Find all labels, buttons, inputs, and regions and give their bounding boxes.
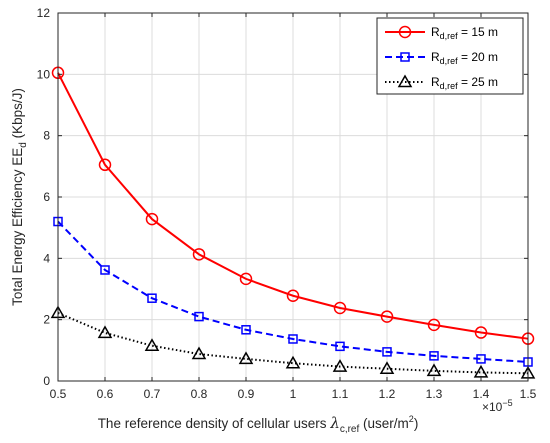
y-tick-label: 8 <box>43 129 50 143</box>
series-3-point <box>426 363 442 377</box>
series-2-point <box>429 351 439 361</box>
legend-entry-2-label: Rd,ref = 20 m <box>431 50 498 66</box>
legend-entry-1-marker <box>398 25 412 39</box>
x-axis-label-unit-sup: 2 <box>409 414 414 424</box>
series-3 <box>50 305 536 379</box>
legend-entry-1-main: R <box>431 25 440 39</box>
series-1-point <box>333 301 347 315</box>
x-tick-label: 1 <box>290 387 297 401</box>
series-1-point <box>427 318 441 332</box>
series-2-point <box>335 341 345 352</box>
legend-entry-2-marker <box>400 52 410 62</box>
series-1-point <box>239 272 253 286</box>
series-2-point <box>100 265 110 275</box>
y-axis-label-sub: d <box>18 142 29 148</box>
series-3-point <box>285 355 301 369</box>
x-tick-label: 1.3 <box>426 387 443 401</box>
y-axis-label: Total Energy Efficiency EEd (Kbps/J) <box>10 88 29 306</box>
legend-entry-3-marker <box>397 74 413 88</box>
x-axis-scale-exp: −5 <box>502 398 512 408</box>
legend-entry-3-main: R <box>431 75 440 89</box>
series-3-point <box>97 325 113 339</box>
y-tick-label: 4 <box>43 251 50 265</box>
y-axis-label-unit: (Kbps/J) <box>10 88 25 142</box>
legend-entry-2-rest: = 20 m <box>458 50 498 64</box>
series-3-point <box>332 359 348 372</box>
series-1-line <box>57 72 529 340</box>
y-tick-label: 2 <box>43 313 50 327</box>
x-tick-label: 0.6 <box>97 387 114 401</box>
x-tick-label: 0.7 <box>144 387 161 401</box>
x-axis-scale: ×10−5 <box>482 398 513 414</box>
y-tick-label: 12 <box>37 6 51 20</box>
series-2 <box>53 216 533 367</box>
x-tick-label: 1.2 <box>379 387 396 401</box>
series-2-point <box>194 311 204 322</box>
series-1-point <box>98 158 112 172</box>
x-axis-label-unit: (user/m <box>359 416 409 431</box>
series-2-point <box>147 293 157 303</box>
ticks: 0.5 0.6 0.7 0.8 0.9 1 1.1 1.2 1.3 1.4 1.5 0 2 4 6 8 10 12 <box>37 6 537 401</box>
series-1-point <box>145 212 159 226</box>
x-tick-label: 0.5 <box>50 387 67 401</box>
y-tick-label: 10 <box>37 67 51 81</box>
series-2-point <box>241 325 251 335</box>
legend-entry-2-sub: d,ref <box>440 56 459 66</box>
legend-entry-3-label: Rd,ref = 25 m <box>431 75 498 91</box>
x-tick-label: 1.5 <box>520 387 537 401</box>
series-3-point <box>144 338 160 351</box>
y-tick-label: 6 <box>43 190 50 204</box>
x-tick-label: 1.1 <box>332 387 349 401</box>
legend-entry-3-rest: = 25 m <box>458 75 498 89</box>
x-axis-label-unit-end: ) <box>414 416 419 431</box>
series-3-point <box>473 364 489 378</box>
legend: Rd,ref = 15 m Rd,ref = 20 m Rd,ref = 25 … <box>376 17 524 95</box>
y-axis-label-text: Total Energy Efficiency EE <box>10 148 25 306</box>
legend-entry-3-sub: d,ref <box>440 81 459 91</box>
series-3-point <box>379 361 395 374</box>
series-2-line <box>57 220 529 363</box>
legend-entry-2-main: R <box>431 50 440 64</box>
series-2-point <box>476 354 486 364</box>
legend-entry-1-label: Rd,ref = 15 m <box>431 25 498 41</box>
series-1-point <box>286 289 300 302</box>
x-axis-label-symbol-sub: c,ref <box>340 424 360 435</box>
x-tick-label: 0.8 <box>191 387 208 401</box>
series-3-point <box>191 346 207 360</box>
x-axis-label: The reference density of cellular users … <box>98 414 419 435</box>
series-1-point <box>474 326 488 339</box>
x-tick-label: 1.4 <box>473 387 490 401</box>
series-2-point <box>382 347 392 357</box>
legend-entry-1-sub: d,ref <box>440 31 459 41</box>
series-2-point <box>288 334 298 344</box>
x-axis-label-prefix: The reference density of cellular users <box>98 416 331 431</box>
series-1-point <box>380 310 394 323</box>
legend-entry-1-rest: = 15 m <box>458 25 498 39</box>
series-1-point <box>192 248 206 261</box>
x-axis-scale-base: ×10 <box>482 400 503 414</box>
x-axis-label-symbol: λ <box>329 414 340 432</box>
series-3-point <box>238 351 254 365</box>
y-tick-label: 0 <box>43 374 50 388</box>
legend-items <box>385 25 425 88</box>
x-tick-label: 0.9 <box>238 387 255 401</box>
